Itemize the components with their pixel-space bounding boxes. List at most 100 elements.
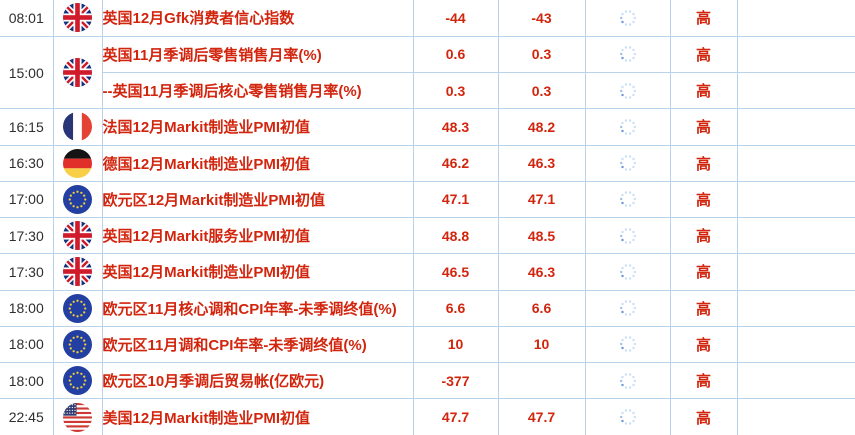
loading-spinner-icon — [586, 80, 669, 102]
value-2-cell: 46.3 — [497, 253, 586, 291]
flag-cell — [52, 108, 103, 146]
empty-cell — [736, 289, 855, 327]
calendar-row[interactable]: 17:30 英国12月Markit制造业PMI初值 46.5 46.3 高 — [0, 253, 855, 291]
empty-cell — [736, 144, 855, 182]
flag-cell — [52, 253, 103, 291]
loading-spinner-icon — [586, 406, 669, 428]
empty-cell — [736, 108, 855, 146]
calendar-row[interactable]: 18:00 欧元区10月季调后贸易帐(亿欧元) -377 高 — [0, 361, 855, 400]
value-1-cell: 0.6 — [412, 35, 499, 74]
event-name: 英国11月季调后零售销售月率(%) — [101, 35, 414, 74]
loading-spinner-icon — [586, 261, 669, 283]
empty-cell — [736, 216, 855, 255]
importance-badge: 高 — [669, 253, 738, 291]
value-1-cell: 0.3 — [412, 71, 499, 110]
importance-badge: 高 — [669, 216, 738, 255]
loading-spinner-icon — [586, 297, 669, 319]
eu-flag-icon — [54, 293, 101, 323]
empty-cell — [736, 71, 855, 110]
calendar-row[interactable]: 18:00 欧元区11月核心调和CPI年率-未季调终值(%) 6.6 6.6 高 — [0, 289, 855, 327]
loading-spinner-icon — [586, 188, 669, 210]
time-cell: 15:00 — [0, 35, 54, 110]
importance-badge: 高 — [669, 289, 738, 327]
importance-badge: 高 — [669, 144, 738, 182]
spinner-cell — [584, 144, 671, 182]
calendar-row[interactable]: 22:45 美国12月Markit制造业PMI初值 47.7 47.7 高 — [0, 398, 855, 435]
spinner-cell — [584, 289, 671, 327]
time-cell: 16:30 — [0, 144, 54, 182]
uk-flag-icon — [54, 257, 101, 287]
uk-flag-icon — [54, 3, 101, 33]
empty-cell — [736, 253, 855, 291]
value-2-cell: 47.1 — [497, 180, 586, 219]
event-name: 欧元区11月调和CPI年率-未季调终值(%) — [101, 325, 414, 364]
spinner-cell — [584, 108, 671, 146]
france-flag-icon — [54, 112, 101, 142]
calendar-row[interactable]: 18:00 欧元区11月调和CPI年率-未季调终值(%) 10 10 高 — [0, 325, 855, 364]
event-name: 美国12月Markit制造业PMI初值 — [101, 398, 414, 435]
time-cell: 17:00 — [0, 180, 54, 219]
value-2-cell: 0.3 — [497, 71, 586, 110]
empty-cell — [736, 398, 855, 435]
flag-cell — [52, 144, 103, 182]
spinner-cell — [584, 0, 671, 37]
empty-cell — [736, 361, 855, 400]
spinner-cell — [584, 180, 671, 219]
importance-badge: 高 — [669, 71, 738, 110]
spinner-cell — [584, 361, 671, 400]
flag-cell — [52, 180, 103, 219]
time-cell: 18:00 — [0, 289, 54, 327]
flag-cell — [52, 398, 103, 435]
time-cell: 16:15 — [0, 108, 54, 146]
value-2-cell: 48.5 — [497, 216, 586, 255]
value-2-cell: 10 — [497, 325, 586, 364]
loading-spinner-icon — [586, 43, 669, 65]
event-name: 欧元区11月核心调和CPI年率-未季调终值(%) — [101, 289, 414, 327]
flag-cell — [52, 325, 103, 364]
value-2-cell — [497, 361, 586, 400]
importance-badge: 高 — [669, 325, 738, 364]
value-2-cell: 0.3 — [497, 35, 586, 74]
calendar-row[interactable]: 16:15 法国12月Markit制造业PMI初值 48.3 48.2 高 — [0, 108, 855, 146]
spinner-cell — [584, 216, 671, 255]
value-1-cell: 48.3 — [412, 108, 499, 146]
calendar-row[interactable]: 15:00 英国11月季调后零售销售月率(%) 0.6 0.3 高 — [0, 35, 855, 110]
event-name: 英国12月Gfk消费者信心指数 — [101, 0, 414, 37]
time-cell: 18:00 — [0, 325, 54, 364]
flag-cell — [52, 361, 103, 400]
calendar-row[interactable]: --英国11月季调后核心零售销售月率(%) 0.3 0.3 高 — [0, 71, 855, 110]
calendar-row[interactable]: 17:00 欧元区12月Markit制造业PMI初值 47.1 47.1 高 — [0, 180, 855, 219]
flag-cell — [52, 0, 103, 37]
value-1-cell: -377 — [412, 361, 499, 400]
time-cell: 18:00 — [0, 361, 54, 400]
loading-spinner-icon — [586, 225, 669, 247]
calendar-row[interactable]: 16:30 德国12月Markit制造业PMI初值 46.2 46.3 高 — [0, 144, 855, 182]
importance-badge: 高 — [669, 35, 738, 74]
value-2-cell: 46.3 — [497, 144, 586, 182]
value-1-cell: -44 — [412, 0, 499, 37]
importance-badge: 高 — [669, 361, 738, 400]
spinner-cell — [584, 71, 671, 110]
us-flag-icon — [54, 402, 101, 432]
calendar-row[interactable]: 08:01 英国12月Gfk消费者信心指数 -44 -43 高 — [0, 0, 855, 37]
flag-cell — [52, 35, 103, 110]
germany-flag-icon — [54, 148, 101, 178]
event-name: 欧元区12月Markit制造业PMI初值 — [101, 180, 414, 219]
uk-flag-icon — [54, 221, 101, 251]
value-1-cell: 46.2 — [412, 144, 499, 182]
importance-badge: 高 — [669, 0, 738, 37]
value-1-cell: 6.6 — [412, 289, 499, 327]
importance-badge: 高 — [669, 108, 738, 146]
empty-cell — [736, 35, 855, 74]
value-1-cell: 10 — [412, 325, 499, 364]
eu-flag-icon — [54, 366, 101, 396]
importance-badge: 高 — [669, 398, 738, 435]
calendar-row[interactable]: 17:30 英国12月Markit服务业PMI初值 48.8 48.5 高 — [0, 216, 855, 255]
empty-cell — [736, 0, 855, 37]
eu-flag-icon — [54, 184, 101, 214]
time-cell: 08:01 — [0, 0, 54, 37]
loading-spinner-icon — [586, 333, 669, 355]
spinner-cell — [584, 398, 671, 435]
loading-spinner-icon — [586, 116, 669, 138]
